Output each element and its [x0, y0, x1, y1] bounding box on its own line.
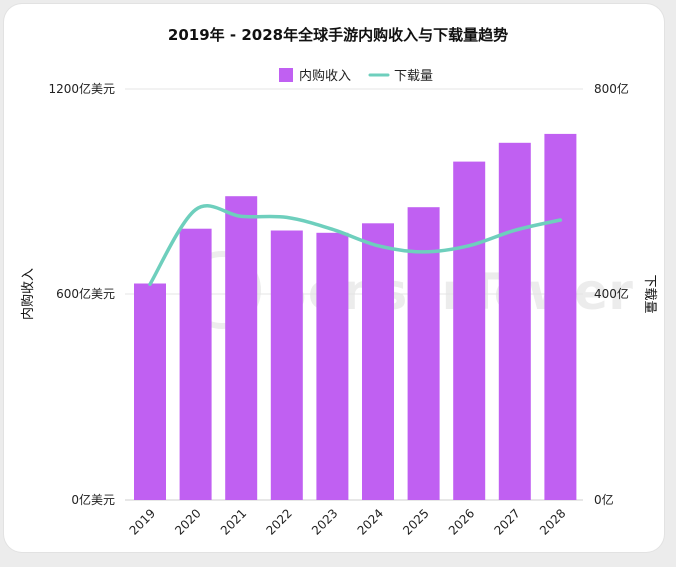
bar-2021: [225, 196, 258, 500]
x-axis-labels: 2019 2020 2021 2022 2023 2024 2025 2026 2027 2028: [127, 506, 569, 537]
bar-2026: [453, 161, 486, 500]
x-tick-2019: 2019: [127, 506, 158, 537]
bar-2019: [134, 283, 166, 500]
legend-label-revenue: 内购收入: [299, 68, 351, 84]
bar-2028: [544, 133, 577, 500]
legend-swatch-revenue: [279, 68, 293, 82]
x-tick-2024: 2024: [355, 506, 386, 537]
y-left-title: 内购收入: [20, 268, 36, 320]
downloads-line: [148, 204, 563, 286]
y-right-tick-top: 800亿: [594, 81, 629, 96]
chart-title: 2019年 - 2028年全球手游内购收入与下载量趋势: [168, 26, 508, 44]
x-tick-2027: 2027: [491, 506, 522, 537]
bar-2024: [362, 223, 394, 501]
y-left-tick-top: 1200亿美元: [48, 81, 115, 96]
legend: 内购收入 下载量: [279, 68, 433, 84]
y-right-title: 下载量: [642, 274, 657, 313]
x-tick-2023: 2023: [309, 506, 340, 537]
legend-label-downloads: 下载量: [394, 69, 433, 84]
bar-series: [134, 133, 577, 501]
y-left-tick-bottom: 0亿美元: [71, 492, 115, 507]
y-left-tick-mid: 600亿美元: [56, 286, 115, 301]
x-tick-2021: 2021: [218, 506, 249, 537]
y-right-tick-bottom: 0亿: [594, 492, 614, 507]
line-series: [148, 204, 563, 286]
x-tick-2020: 2020: [172, 506, 203, 537]
x-tick-2025: 2025: [400, 506, 431, 537]
x-tick-2022: 2022: [263, 506, 294, 537]
bar-2022: [270, 230, 303, 500]
bar-2025: [407, 207, 440, 500]
x-tick-2028: 2028: [537, 506, 568, 537]
x-tick-2026: 2026: [446, 506, 477, 537]
bar-2020: [179, 228, 212, 500]
bar-2027: [498, 142, 531, 501]
bar-2023: [316, 232, 349, 501]
y-right-tick-mid: 400亿: [594, 286, 629, 301]
